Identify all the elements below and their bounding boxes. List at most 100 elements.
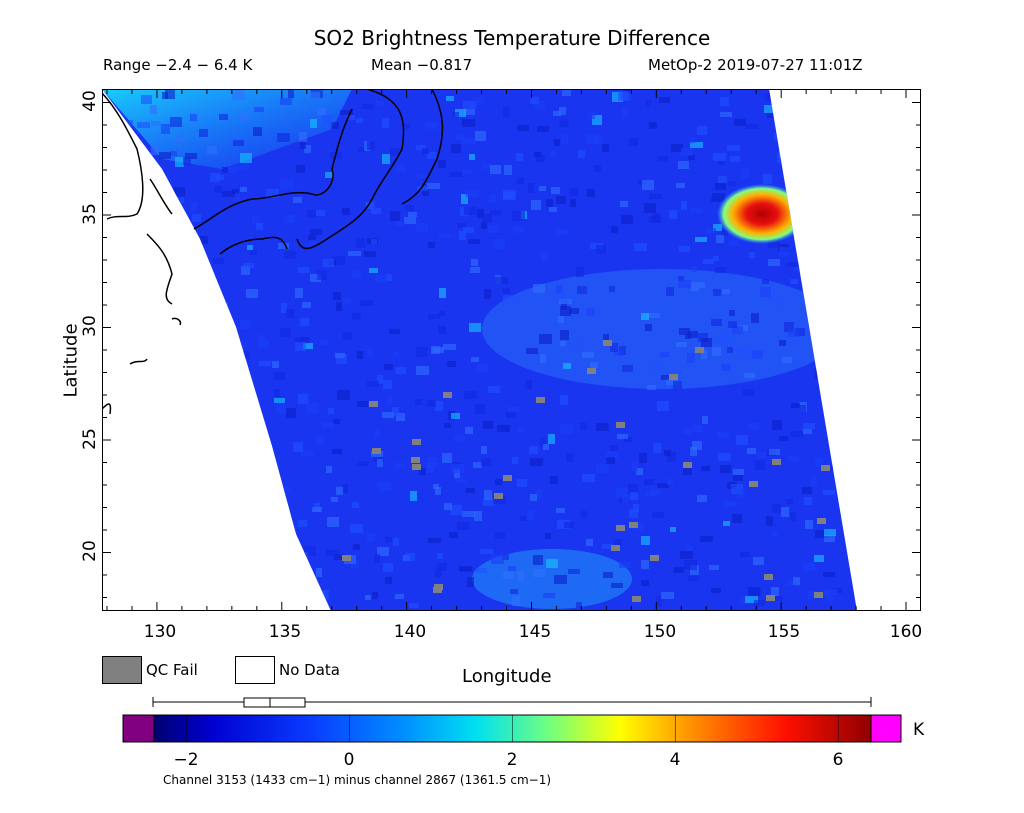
- data-pixel: [298, 394, 308, 404]
- data-pixel: [336, 354, 347, 364]
- data-pixel: [428, 242, 435, 248]
- data-pixel: [673, 381, 682, 389]
- data-pixel: [304, 546, 316, 556]
- qc-fail-pixel: [749, 481, 758, 487]
- data-pixel: [376, 101, 384, 106]
- data-pixel: [471, 357, 479, 362]
- colorbar-tick-label: 2: [506, 750, 518, 770]
- data-pixel: [711, 588, 721, 593]
- data-pixel: [823, 572, 835, 577]
- x-tick-marks: [106, 89, 907, 611]
- data-pixel: [405, 205, 414, 211]
- data-pixel: [753, 557, 764, 565]
- data-pixel: [736, 435, 748, 445]
- data-pixel: [277, 133, 290, 142]
- data-pixel: [670, 527, 676, 532]
- data-pixel: [632, 461, 638, 471]
- data-pixel: [488, 386, 500, 393]
- data-pixel: [395, 594, 404, 599]
- data-pixel: [561, 134, 568, 144]
- data-pixel: [582, 474, 595, 482]
- data-pixel: [240, 153, 252, 163]
- data-pixel: [649, 122, 657, 129]
- no-data-swatch: [235, 656, 275, 684]
- colorbar-tick-marks: [186, 715, 839, 742]
- data-pixel: [281, 303, 287, 313]
- data-pixel: [683, 428, 691, 434]
- data-pixel: [404, 217, 416, 224]
- data-pixel: [433, 484, 439, 489]
- data-pixel: [781, 507, 789, 517]
- data-pixel: [517, 125, 529, 131]
- qc-fail-pixel: [433, 587, 442, 593]
- data-pixel: [299, 132, 307, 142]
- data-pixel: [697, 126, 707, 135]
- data-pixel: [175, 135, 184, 143]
- data-pixel: [527, 510, 534, 520]
- data-pixel: [602, 544, 613, 549]
- data-pixel: [213, 258, 224, 264]
- data-pixel: [304, 145, 311, 153]
- data-pixel: [536, 490, 542, 499]
- data-pixel: [690, 447, 697, 456]
- qc-fail-pixel: [412, 464, 421, 470]
- data-pixel: [699, 282, 705, 288]
- data-pixel: [226, 166, 237, 173]
- data-pixel: [367, 381, 379, 387]
- data-pixel: [280, 98, 292, 105]
- data-pixel: [510, 589, 518, 594]
- data-pixel: [307, 210, 316, 217]
- data-pixel: [303, 343, 313, 349]
- data-pixel: [427, 457, 438, 467]
- data-pixel: [395, 221, 405, 226]
- data-pixel: [310, 274, 321, 282]
- data-pixel: [624, 437, 632, 442]
- data-pixel: [442, 453, 452, 463]
- data-pixel: [775, 596, 783, 601]
- data-pixel: [427, 152, 436, 159]
- data-pixel: [254, 107, 264, 112]
- data-pixel: [426, 463, 434, 473]
- data-pixel: [566, 453, 573, 462]
- data-pixel: [427, 183, 440, 189]
- data-pixel: [634, 243, 647, 251]
- data-pixel: [715, 267, 726, 273]
- data-pixel: [557, 520, 570, 529]
- chart-title: SO2 Brightness Temperature Difference: [313, 26, 711, 50]
- data-pixel: [722, 289, 730, 294]
- data-pixel: [323, 259, 334, 267]
- qc-fail-pixel: [616, 525, 625, 531]
- data-pixel: [162, 92, 168, 99]
- data-pixel: [374, 430, 380, 438]
- data-pixel: [564, 522, 574, 528]
- data-pixel: [326, 550, 339, 556]
- data-pixel: [243, 263, 254, 268]
- data-pixel: [503, 295, 515, 301]
- mean-text: Mean −0.817: [371, 56, 473, 74]
- box-whisker: [243, 697, 306, 708]
- data-pixel: [512, 457, 518, 464]
- x-tick-label: 150: [643, 622, 677, 642]
- data-pixel: [517, 177, 524, 184]
- data-pixel: [520, 516, 526, 521]
- data-pixel: [815, 458, 823, 467]
- data-pixel: [556, 285, 563, 293]
- data-pixel: [645, 324, 652, 331]
- data-pixel: [701, 350, 707, 359]
- qc-fail-pixel: [683, 462, 692, 468]
- data-pixel: [728, 321, 737, 328]
- data-pixel: [690, 142, 703, 148]
- data-pixel: [769, 449, 780, 455]
- data-pixel: [541, 252, 548, 262]
- data-pixel: [301, 451, 314, 456]
- data-pixel: [514, 226, 524, 233]
- data-pixel: [334, 554, 345, 560]
- data-pixel: [477, 209, 484, 218]
- data-pixel: [326, 466, 332, 473]
- data-pixel: [649, 216, 661, 223]
- data-pixel: [533, 284, 545, 293]
- data-pixel: [680, 551, 693, 559]
- data-pixel: [495, 277, 508, 284]
- data-pixel: [214, 186, 222, 193]
- data-pixel: [316, 210, 325, 216]
